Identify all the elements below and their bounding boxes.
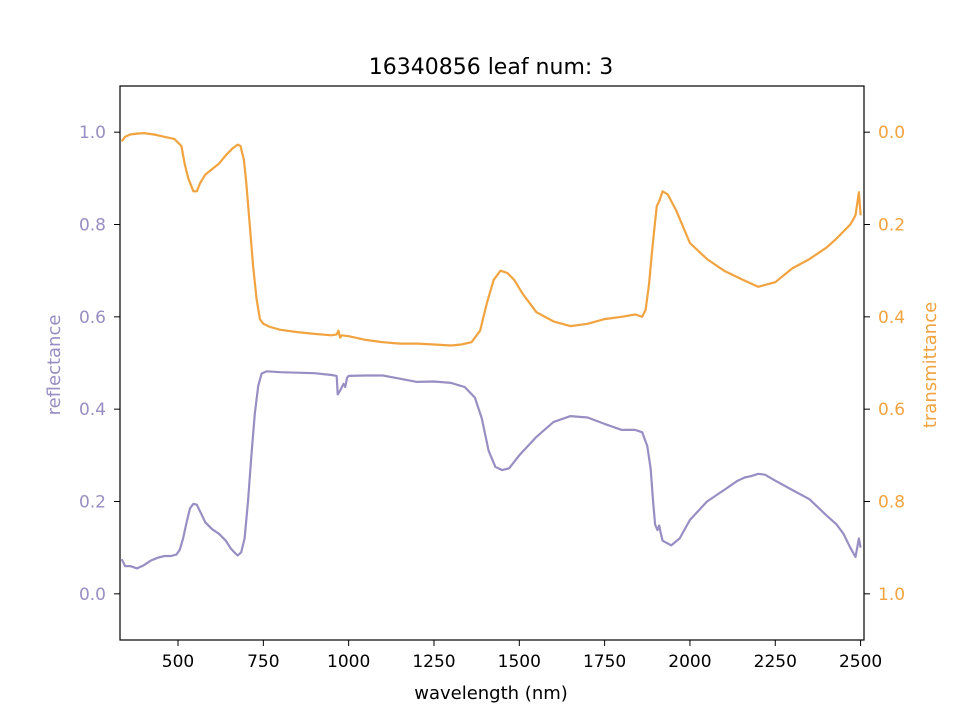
- x-tick-label: 1000: [327, 652, 370, 672]
- y-axis-label-left: reflectance: [44, 315, 65, 416]
- y-tick-label-left: 0.6: [79, 308, 106, 328]
- y-tick-label-right: 0.2: [878, 216, 905, 236]
- x-tick-label: 2000: [668, 652, 711, 672]
- y-tick-label-right: 0.4: [878, 308, 905, 328]
- series-line-transmittance: [120, 132, 862, 347]
- y-axis-label-right: transmittance: [920, 302, 941, 428]
- y-axis-right: 0.0 0.2 0.4 0.6 0.8 1.0: [864, 123, 905, 605]
- x-tick-label: 500: [162, 652, 194, 672]
- x-tick-label: 1500: [498, 652, 541, 672]
- y-tick-label-left: 0.2: [79, 493, 106, 513]
- x-tick-label: 1250: [412, 652, 455, 672]
- y-tick-label-right: 1.0: [878, 585, 905, 605]
- y-tick-label-right: 0.0: [878, 123, 905, 143]
- y-axis-left: 0.0 0.2 0.4 0.6 0.8 1.0: [79, 123, 120, 605]
- series-line-reflectance: [120, 370, 862, 570]
- x-tick-label: 2500: [839, 652, 882, 672]
- y-tick-label-right: 0.8: [878, 493, 905, 513]
- y-tick-label-left: 1.0: [79, 123, 106, 143]
- y-tick-label-left: 0.8: [79, 216, 106, 236]
- x-tick-label: 1750: [583, 652, 626, 672]
- x-axis-label: wavelength (nm): [414, 683, 568, 704]
- x-tick-label: 750: [247, 652, 279, 672]
- x-tick-label: 2250: [754, 652, 797, 672]
- chart-title: 16340856 leaf num: 3: [369, 55, 614, 80]
- y-tick-label-left: 0.0: [79, 585, 106, 605]
- y-tick-label-right: 0.6: [878, 400, 905, 420]
- plot-frame: [119, 85, 865, 641]
- series-layer: [120, 132, 862, 570]
- x-axis: 500 750 1000 1250 1500 1750 2000 2250 2500: [162, 640, 882, 672]
- y-tick-label-left: 0.4: [79, 400, 106, 420]
